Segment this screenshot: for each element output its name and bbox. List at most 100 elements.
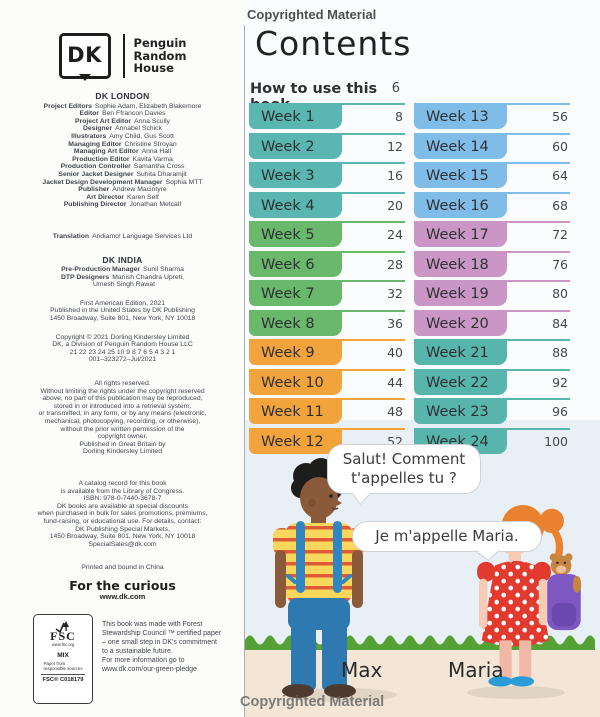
contents-week-grid: Week 1 8 Week 2 12 Week 3 16 Week 4 20	[249, 103, 571, 457]
imprint-text-line: mechanical, photocopying, recording, or …	[44, 418, 201, 425]
week-label-tab: Week 4	[249, 193, 342, 218]
imprint-text-line: Published in Great Britain by	[79, 440, 166, 448]
week-label-tab: Week 12	[249, 429, 342, 454]
week-label-tab: Week 2	[249, 134, 342, 159]
credit-line: DTP Designers Manish Chandra Upreti,	[60, 273, 184, 281]
imprint-text-line: Dorling Kindersley Limited	[83, 448, 162, 456]
week-label-tab: Week 18	[414, 252, 507, 277]
week-label-tab: Week 6	[249, 252, 342, 277]
contents-page: Contents How to use this book 6 Week 1 8…	[245, 0, 600, 717]
fsc-tree-icon	[55, 621, 69, 634]
week-label-tab: Week 19	[414, 282, 507, 306]
week-page-number: 100	[544, 433, 568, 449]
imprint-line: Penguin	[133, 36, 187, 51]
week-page-number: 56	[552, 109, 568, 124]
rights-block: All rights reserved. Without limiting the…	[0, 380, 245, 456]
week-page-number: 24	[387, 227, 403, 242]
imprint-text-line: 1450 Broadway, Suite 801, New York, NY 1…	[49, 533, 196, 541]
boy-character-max	[273, 458, 365, 698]
pledge-line: For more information go to	[102, 657, 185, 665]
week-page-number: 92	[552, 374, 568, 390]
imprint-text-line: 21 22 23 24 25 10 9 8 7 6 5 4 3 2 1	[69, 348, 176, 356]
week-page-number: 84	[552, 315, 568, 331]
publisher-logo: DK Penguin Random House	[0, 33, 245, 79]
imprint-text-line: Copyright © 2021 Dorling Kindersley Limi…	[55, 333, 190, 341]
week-row: Week 2 12	[249, 132, 405, 159]
week-page-number: 32	[387, 286, 403, 301]
fsc-cert-number: FSC® C018179	[42, 677, 84, 684]
week-page-number: 16	[387, 168, 403, 183]
week-row: Week 15 64	[414, 162, 570, 188]
imprint-text-line: Published in the United States by DK Pub…	[50, 307, 195, 315]
dk-logo-icon: DK	[58, 33, 111, 79]
week-row: Week 11 48	[249, 398, 405, 424]
week-row: Week 1 8	[249, 103, 405, 129]
credit-line: Project Art Editor Anna Scully	[75, 117, 170, 125]
week-page-number: 48	[387, 404, 403, 419]
week-column-right: Week 13 56 Week 14 60 Week 15 64 Week 16…	[414, 103, 570, 457]
name-label-max: Max	[341, 658, 383, 682]
week-page-number: 60	[552, 138, 568, 154]
printed-in-china: Printed and bound in China	[81, 564, 164, 572]
imprint-page: DK Penguin Random House DK LONDON Projec…	[0, 0, 245, 717]
week-row: Week 23 96	[414, 398, 570, 424]
week-row: Week 22 92	[414, 368, 570, 395]
week-label-tab: Week 11	[249, 400, 342, 424]
imprint-text-line: fund-raising, or educational use. For de…	[43, 517, 202, 525]
fsc-label: FSC www.fsc.org MIX Paper from responsib…	[33, 614, 93, 705]
week-label-tab: Week 13	[414, 105, 507, 129]
copyrighted-material-bottom: Copyrighted Material	[240, 694, 385, 710]
credit-line: Umesh Singh Rawat	[93, 281, 155, 289]
week-row: Week 14 60	[414, 132, 570, 159]
credit-line: Production Editor Kavita Varma	[72, 155, 173, 163]
fsc-divider	[41, 674, 85, 676]
translation-credit: Translation Andiamo! Language Services Lt…	[52, 232, 193, 240]
imprint-text-line: First American Edition, 2021	[79, 299, 165, 307]
week-page-number: 72	[552, 227, 568, 242]
week-row: Week 3 16	[249, 162, 405, 188]
week-label-tab: Week 17	[414, 223, 507, 247]
week-label-tab: Week 9	[249, 341, 342, 365]
week-label-tab: Week 15	[414, 164, 507, 188]
imprint-text-line: A catalog record for this book	[78, 479, 167, 487]
week-page-number: 64	[552, 168, 568, 183]
credit-line: Illustrators Amy Child, Gus Scott	[71, 132, 174, 140]
imprint-text-line: when purchased in bulk for sales promoti…	[37, 510, 208, 518]
imprint-text-line: is available from the Library of Congres…	[60, 487, 185, 495]
pledge-line: Stewardship Council ™ certified paper	[102, 630, 222, 638]
week-label-tab: Week 14	[414, 134, 507, 159]
imprint-text-line: DK books are available at special discou…	[56, 502, 189, 510]
week-label-tab: Week 7	[249, 282, 342, 306]
imprint-text-line: copyright owner.	[97, 433, 148, 441]
fsc-desc: Paper from responsible sources	[43, 660, 83, 672]
week-label-tab: Week 3	[249, 164, 342, 188]
week-row: Week 10 44	[249, 368, 405, 395]
page-title: Contents	[255, 24, 412, 63]
week-row: Week 21 88	[414, 339, 570, 365]
credit-line: Publisher Andrew Macintyre	[78, 186, 167, 194]
week-label-tab: Week 8	[249, 311, 342, 336]
fsc-section: FSC www.fsc.org MIX Paper from responsib…	[33, 614, 245, 705]
credit-line: Publishing Director Jonathan Metcalf	[63, 201, 182, 209]
credit-line: Designer Annabel Schick	[83, 125, 162, 133]
penguin-random-house-logo: Penguin Random House	[134, 37, 187, 75]
week-row: Week 16 68	[414, 191, 570, 218]
dk-india-credits: Pre-Production Manager Sunil Sharma DTP D…	[0, 266, 245, 289]
week-row: Week 5 24	[249, 221, 405, 247]
copyrighted-material-top: Copyrighted Material	[247, 7, 377, 22]
week-row: Week 9 40	[249, 339, 405, 365]
week-column-left: Week 1 8 Week 2 12 Week 3 16 Week 4 20	[249, 103, 405, 457]
imprint-text-line: or transmitted, in any form, or by any m…	[38, 410, 207, 418]
week-page-number: 36	[387, 315, 403, 331]
fsc-url: www.fsc.org	[51, 641, 75, 647]
week-row: Week 20 84	[414, 309, 570, 336]
week-page-number: 12	[387, 138, 403, 154]
imprint-text-line: Without limiting the rights under the co…	[40, 387, 205, 395]
speech-bubble-maria: Je m'appelle Maria.	[352, 521, 542, 552]
green-pledge-text: This book was made with Forest Stewardshi…	[102, 614, 221, 674]
imprint-line: Random	[133, 48, 187, 63]
week-page-number: 80	[552, 286, 568, 301]
speech-line: Je m'appelle Maria.	[375, 527, 519, 545]
credit-line: Art Director Karen Self	[86, 193, 159, 201]
imprint-text-line: 001–323272–Jul/2021	[88, 356, 157, 364]
